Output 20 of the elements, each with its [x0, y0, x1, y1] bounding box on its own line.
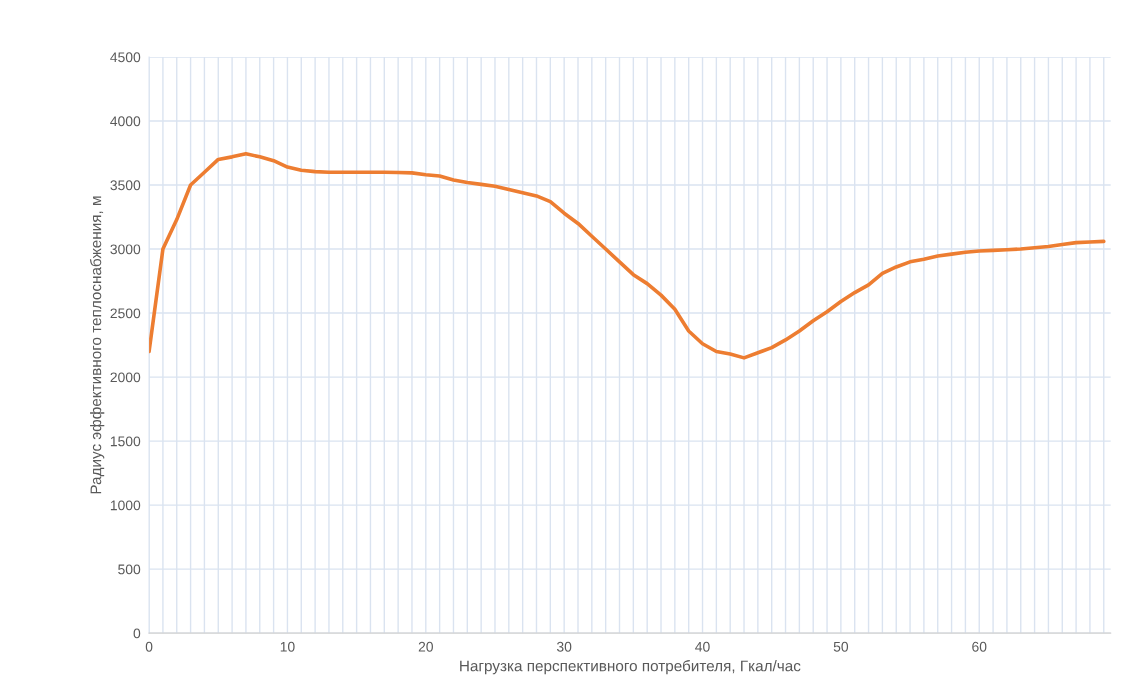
x-tick-label: 20: [418, 641, 433, 652]
y-tick-label: 2500: [110, 308, 141, 319]
y-tick-label: 1000: [110, 500, 141, 511]
x-tick-label: 40: [695, 641, 710, 652]
x-tick-label: 0: [145, 641, 153, 652]
y-tick-label: 3500: [110, 180, 141, 191]
x-tick-label: 50: [833, 641, 849, 652]
line-series: [149, 151, 1106, 360]
y-tick-label: 2000: [110, 372, 141, 383]
y-tick-label: 4500: [110, 52, 141, 63]
y-tick-label: 4000: [110, 116, 141, 127]
y-tick-label: 500: [118, 564, 141, 575]
x-tick-label: 60: [972, 641, 987, 652]
y-tick-label: 1500: [110, 436, 141, 447]
x-axis-title: Нагрузка перспективного потребителя, Гкал/час: [460, 659, 801, 675]
y-tick-label: 3000: [110, 244, 141, 255]
x-tick-label: 10: [280, 641, 295, 652]
x-tick-label: 30: [556, 641, 572, 652]
y-tick-label: 0: [133, 628, 141, 639]
y-axis-title: Радиус эффективного теплоснабжения, м: [89, 196, 105, 494]
